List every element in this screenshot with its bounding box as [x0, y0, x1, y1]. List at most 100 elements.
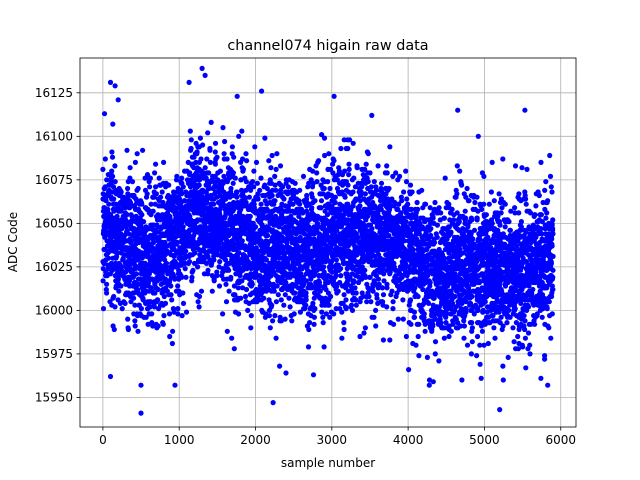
data-point	[115, 273, 122, 279]
data-point	[211, 257, 217, 263]
data-point	[479, 328, 485, 334]
data-point	[155, 323, 161, 329]
data-point	[416, 353, 422, 359]
data-point	[269, 152, 275, 159]
data-point	[254, 180, 260, 186]
data-point	[343, 297, 349, 303]
data-point	[464, 185, 470, 192]
data-point	[469, 320, 475, 326]
data-point	[167, 215, 173, 221]
data-point	[126, 231, 132, 237]
data-point	[180, 224, 186, 230]
data-point	[216, 283, 223, 289]
data-point	[200, 142, 206, 148]
data-point	[375, 276, 382, 282]
data-point	[278, 297, 284, 303]
data-point	[281, 302, 287, 308]
data-point	[266, 158, 272, 164]
data-point	[252, 239, 258, 246]
data-point	[472, 199, 478, 206]
data-point	[448, 328, 454, 334]
data-point	[212, 149, 218, 155]
data-point	[240, 166, 246, 172]
data-point	[152, 290, 158, 296]
data-point	[149, 311, 155, 317]
data-point	[468, 351, 474, 357]
data-point	[423, 201, 429, 207]
data-point	[251, 184, 257, 190]
data-point	[131, 226, 137, 232]
data-point	[407, 182, 414, 188]
data-point	[272, 173, 278, 179]
data-point	[242, 293, 249, 300]
data-point	[258, 201, 264, 207]
data-point	[211, 278, 217, 284]
data-point	[268, 165, 274, 171]
data-point	[362, 325, 368, 331]
data-point	[250, 179, 256, 185]
data-point	[202, 165, 208, 171]
data-point	[111, 293, 117, 300]
data-point	[175, 283, 181, 289]
data-point	[195, 299, 201, 305]
data-point	[166, 182, 172, 188]
data-point	[275, 292, 281, 298]
data-point	[129, 238, 135, 244]
data-point	[406, 367, 412, 373]
data-point	[410, 246, 416, 253]
data-point	[326, 302, 332, 308]
data-point	[457, 168, 463, 174]
data-point	[338, 273, 344, 279]
data-point	[223, 281, 229, 287]
data-point	[265, 232, 271, 239]
data-point	[403, 179, 410, 185]
data-point	[239, 238, 245, 244]
data-point	[101, 111, 108, 117]
data-point	[133, 271, 140, 277]
data-point	[170, 328, 176, 334]
data-point	[397, 173, 403, 179]
data-point	[116, 288, 122, 294]
data-point	[180, 300, 187, 306]
data-point	[147, 175, 153, 181]
data-point	[122, 300, 128, 306]
data-point	[206, 185, 212, 192]
data-point	[448, 229, 454, 235]
data-point	[416, 321, 422, 327]
data-point	[474, 215, 480, 221]
data-point	[187, 128, 193, 134]
data-point	[169, 297, 175, 303]
data-point	[188, 145, 194, 152]
data-point	[150, 208, 156, 214]
data-point	[292, 180, 298, 186]
data-point	[421, 311, 427, 317]
data-point	[253, 159, 260, 165]
data-point	[110, 173, 116, 179]
data-point	[190, 267, 196, 273]
data-point	[390, 299, 396, 305]
data-point	[100, 166, 106, 172]
data-point	[150, 239, 157, 246]
data-point	[374, 295, 380, 301]
data-point	[461, 323, 467, 329]
data-point	[399, 198, 405, 204]
data-point	[454, 191, 460, 197]
data-point	[111, 196, 117, 202]
data-point	[167, 333, 173, 340]
data-point	[371, 179, 377, 185]
data-point	[266, 313, 272, 319]
data-point	[291, 311, 297, 317]
data-point	[349, 307, 356, 313]
data-point	[331, 311, 337, 317]
data-point	[415, 293, 421, 300]
data-point	[351, 175, 357, 181]
data-point	[106, 255, 112, 261]
data-point	[161, 313, 167, 319]
data-point	[403, 168, 409, 174]
data-point	[415, 206, 421, 212]
data-point	[235, 285, 241, 291]
data-point	[103, 198, 109, 204]
data-point	[314, 170, 320, 176]
data-point	[350, 189, 356, 195]
data-point	[195, 264, 201, 270]
